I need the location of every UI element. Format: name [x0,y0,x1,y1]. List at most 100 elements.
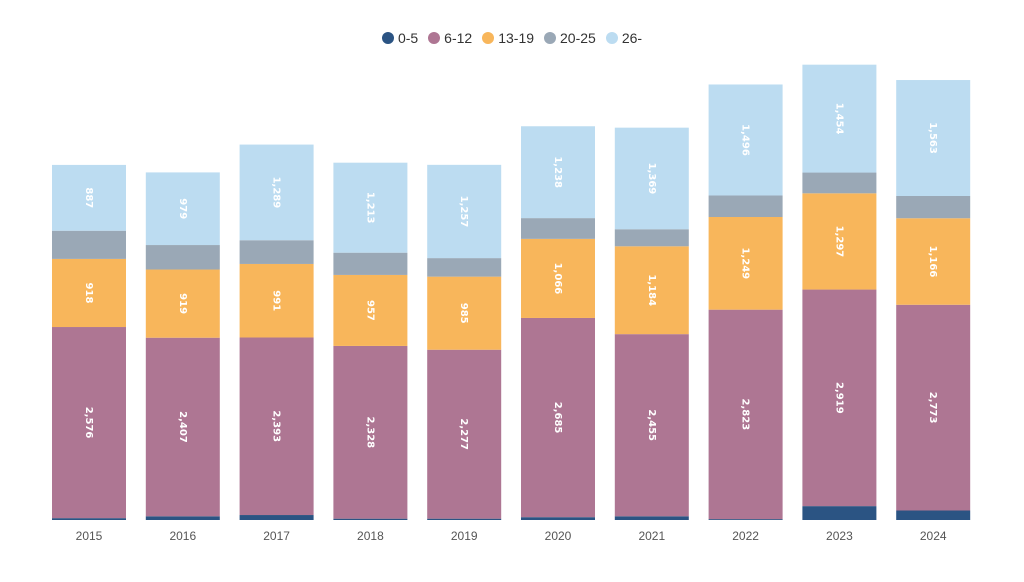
bar-segment-13-19-2022[interactable] [708,216,783,310]
bar-segment-13-19-2019[interactable] [427,276,502,350]
legend-item-13-19[interactable]: 13-19 [482,30,534,46]
bar-segment-6-12-2022[interactable] [708,309,783,520]
bar-group-2017[interactable]: 2,393 991 1,289 [239,144,314,520]
bar-group-2022[interactable]: 2,823 1,249 1,496 [708,84,783,520]
bar-segment-6-12-2016[interactable] [145,337,220,517]
x-tick-label: 2020 [545,529,572,543]
data-label-6-12-2023: 2,919 [833,382,844,414]
data-label-13-19-2023: 1,297 [833,226,844,258]
bar-segment-20-25-2017[interactable] [239,240,314,264]
bar-segment-20-25-2020[interactable] [521,218,595,239]
legend-label: 0-5 [397,30,419,46]
legend-item-26-[interactable]: 26- [605,30,643,46]
bar-segment-6-12-2023[interactable] [802,289,877,507]
bar-segment-13-19-2016[interactable] [145,269,220,338]
bar-segment-26--2018[interactable] [333,162,408,253]
data-label-26--2022: 1,496 [740,124,751,156]
bar-segment-26--2024[interactable] [896,80,971,196]
bar-segment-13-19-2021[interactable] [614,246,689,335]
data-label-13-19-2024: 1,166 [927,246,938,278]
bar-segment-20-25-2022[interactable] [708,195,783,217]
x-tick-label: 2024 [920,529,947,543]
legend-marker [428,32,441,44]
bar-segment-0-5-2016[interactable] [145,516,220,520]
x-tick-label: 2016 [169,529,196,543]
legend-item-0-5[interactable]: 0-5 [381,30,419,46]
x-tick-label: 2018 [357,529,384,543]
x-tick-label: 2019 [451,529,478,543]
bar-segment-6-12-2020[interactable] [521,317,595,518]
data-label-13-19-2020: 1,066 [552,263,563,295]
bar-segment-13-19-2017[interactable] [239,263,314,338]
bar-segment-6-12-2024[interactable] [896,304,971,511]
bar-segment-13-19-2018[interactable] [333,274,408,346]
data-label-6-12-2018: 2,328 [364,416,375,448]
bar-segment-13-19-2015[interactable] [52,258,126,328]
data-label-26--2017: 1,289 [271,177,282,209]
data-label-13-19-2017: 991 [271,290,282,311]
data-label-6-12-2015: 2,576 [83,407,94,439]
bar-segment-6-12-2017[interactable] [239,337,314,516]
bar-segment-20-25-2016[interactable] [145,245,220,270]
bar-segment-26--2023[interactable] [802,64,877,173]
data-label-13-19-2016: 919 [177,293,188,314]
bar-segment-20-25-2024[interactable] [896,195,971,219]
bar-segment-13-19-2024[interactable] [896,218,971,305]
bar-segment-0-5-2015[interactable] [52,518,126,520]
bar-segment-26--2016[interactable] [145,172,220,246]
bar-segment-26--2015[interactable] [52,164,126,231]
bar-group-2021[interactable]: 2,455 1,184 1,369 [614,127,689,520]
bar-segment-0-5-2019[interactable] [427,518,502,520]
bar-segment-20-25-2015[interactable] [52,230,126,259]
bar-segment-26--2019[interactable] [427,164,502,259]
data-label-26--2020: 1,238 [552,156,563,188]
bar-segment-13-19-2023[interactable] [802,193,877,290]
bar-group-2015[interactable]: 2,576 918 887 [52,164,126,520]
bar-segment-26--2022[interactable] [708,84,783,196]
bar-segment-6-12-2019[interactable] [427,349,502,519]
legend-item-6-12[interactable]: 6-12 [428,30,472,46]
legend-label: 13-19 [498,30,535,46]
bar-segment-26--2021[interactable] [614,127,689,230]
bar-segment-13-19-2020[interactable] [521,238,595,318]
bar-segment-0-5-2022[interactable] [708,519,783,520]
bar-segment-6-12-2015[interactable] [52,327,126,519]
bar-segment-0-5-2024[interactable] [896,510,971,520]
bar-segment-0-5-2023[interactable] [802,506,877,520]
bar-segment-0-5-2018[interactable] [333,518,408,520]
bar-group-2024[interactable]: 2,773 1,166 1,563 [896,80,971,520]
bar-segment-20-25-2019[interactable] [427,258,502,277]
legend-marker [381,32,394,44]
bar-segment-0-5-2021[interactable] [614,516,689,520]
legend-item-20-25[interactable]: 20-25 [544,30,596,46]
bar-segment-20-25-2021[interactable] [614,229,689,247]
bar-segment-20-25-2023[interactable] [802,172,877,194]
bar-group-2023[interactable]: 2,919 1,297 1,454 [802,64,877,520]
legend-label: 26- [621,30,643,46]
bar-segment-26--2017[interactable] [239,144,314,241]
bar-segment-0-5-2020[interactable] [521,517,595,520]
bar-group-2018[interactable]: 2,328 957 1,213 [333,162,408,520]
data-label-26--2024: 1,563 [927,122,938,154]
legend-marker [605,32,618,44]
x-tick-label: 2023 [826,529,853,543]
data-label-26--2015: 887 [83,187,94,208]
data-label-6-12-2024: 2,773 [927,392,938,424]
data-label-13-19-2019: 985 [458,303,469,324]
bar-group-2016[interactable]: 2,407 919 979 [145,172,220,520]
data-label-6-12-2020: 2,685 [552,402,563,434]
bar-group-2020[interactable]: 2,685 1,066 1,238 [521,126,595,520]
bar-segment-0-5-2017[interactable] [239,515,314,520]
legend-label: 6-12 [444,30,473,46]
data-label-6-12-2019: 2,277 [458,418,469,450]
bar-segment-20-25-2018[interactable] [333,252,408,275]
bar-segment-26--2020[interactable] [521,126,595,219]
data-label-6-12-2017: 2,393 [271,410,282,442]
data-label-13-19-2018: 957 [364,300,375,321]
bar-segment-6-12-2021[interactable] [614,334,689,517]
data-label-26--2023: 1,454 [833,103,844,135]
bar-group-2019[interactable]: 2,277 985 1,257 [427,164,502,520]
bar-segment-6-12-2018[interactable] [333,345,408,519]
